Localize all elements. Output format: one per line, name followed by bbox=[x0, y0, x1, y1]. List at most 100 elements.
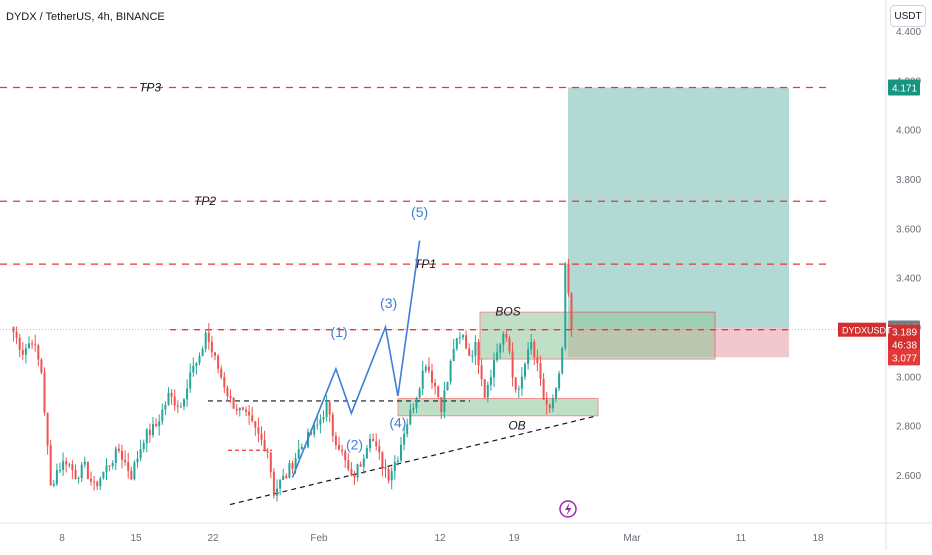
candle-body bbox=[24, 348, 27, 355]
candle-body bbox=[282, 475, 285, 481]
time-axis[interactable]: 8 15 22 Feb 12 19 Mar 11 18 bbox=[59, 533, 824, 544]
candle-body bbox=[34, 344, 37, 346]
candle-body bbox=[564, 263, 567, 349]
candle-body bbox=[257, 427, 260, 434]
candle-body bbox=[176, 405, 179, 407]
candle-body bbox=[102, 471, 105, 479]
candle-body bbox=[46, 412, 49, 446]
candle-body bbox=[80, 464, 83, 479]
candle-body bbox=[381, 452, 384, 467]
candle-body bbox=[37, 345, 40, 360]
currency-button[interactable]: USDT bbox=[890, 5, 926, 27]
candle-body bbox=[437, 386, 440, 398]
x-tick-label: 12 bbox=[434, 533, 446, 544]
candle-body bbox=[192, 365, 195, 373]
candle-body bbox=[431, 370, 433, 383]
candle-body bbox=[248, 411, 251, 416]
candle-body bbox=[130, 470, 133, 480]
candle-body bbox=[465, 335, 468, 349]
stop-price-badge-bg bbox=[888, 349, 920, 366]
target-label-tp1: TP1 bbox=[414, 257, 436, 271]
candle-body bbox=[136, 458, 139, 463]
candle-body bbox=[86, 461, 89, 479]
y-tick-label: 3.000 bbox=[896, 372, 921, 383]
candles-group bbox=[12, 258, 573, 502]
candle-body bbox=[400, 444, 402, 461]
candle-body bbox=[424, 366, 427, 371]
y-tick-label: 4.000 bbox=[896, 126, 921, 137]
candle-body bbox=[155, 423, 158, 426]
candle-body bbox=[310, 431, 313, 435]
elliott-wave-line bbox=[291, 240, 421, 478]
x-tick-label: Mar bbox=[623, 533, 641, 544]
symbol-tag-bg bbox=[838, 322, 886, 337]
wave-label-1: (1) bbox=[330, 324, 347, 340]
candle-body bbox=[198, 355, 201, 363]
candle-body bbox=[375, 441, 378, 447]
candle-body bbox=[245, 409, 247, 412]
candle-body bbox=[167, 392, 170, 405]
stop-price-badge: 3.077 bbox=[892, 353, 917, 364]
candle-body bbox=[319, 419, 322, 425]
y-tick-label: 2.800 bbox=[896, 422, 921, 433]
lightning-icon-bolt[interactable] bbox=[565, 502, 572, 516]
profit-target-area bbox=[568, 87, 789, 328]
candle-body bbox=[217, 355, 220, 369]
candle-body bbox=[201, 348, 204, 356]
candle-body bbox=[77, 478, 80, 480]
candle-body bbox=[561, 348, 564, 374]
candle-body bbox=[412, 407, 415, 410]
candle-body bbox=[269, 452, 272, 472]
candle-body bbox=[347, 460, 350, 470]
candle-body bbox=[300, 446, 303, 450]
candle-body bbox=[223, 377, 226, 388]
candle-body bbox=[489, 377, 492, 385]
candle-body bbox=[74, 470, 77, 479]
candle-body bbox=[62, 461, 65, 470]
candle-body bbox=[341, 449, 344, 452]
x-tick-label: 22 bbox=[207, 533, 219, 544]
candle-body bbox=[68, 464, 71, 466]
tp3-price-badge: 4.171 bbox=[892, 84, 917, 95]
wave-label-2: (2) bbox=[346, 436, 363, 452]
candle-body bbox=[493, 360, 495, 378]
candle-body bbox=[369, 438, 371, 449]
candle-body bbox=[285, 475, 288, 478]
candle-body bbox=[254, 421, 257, 428]
y-tick-label: 4.400 bbox=[896, 27, 921, 38]
candle-body bbox=[338, 445, 340, 450]
candle-body bbox=[452, 348, 455, 362]
candle-body bbox=[344, 451, 347, 461]
bos-label: BOS bbox=[495, 304, 520, 318]
candle-body bbox=[260, 433, 263, 440]
symbol-tag: DYDXUSDT bbox=[842, 326, 892, 336]
candle-body bbox=[170, 392, 173, 397]
candle-body bbox=[393, 461, 396, 472]
candle-body bbox=[96, 481, 99, 487]
x-tick-label: 8 bbox=[59, 533, 65, 544]
lightning-icon[interactable] bbox=[559, 500, 577, 518]
candle-body bbox=[458, 337, 461, 339]
candle-body bbox=[486, 384, 489, 398]
candle-body bbox=[279, 480, 282, 489]
candle-body bbox=[353, 475, 356, 478]
candle-body bbox=[313, 425, 316, 435]
candle-body bbox=[117, 448, 120, 451]
candle-body bbox=[567, 263, 570, 294]
candle-body bbox=[15, 332, 18, 338]
candle-countdown: 46:38 bbox=[892, 341, 917, 352]
candle-body bbox=[471, 355, 474, 357]
candle-body bbox=[558, 373, 561, 389]
candle-body bbox=[28, 343, 30, 349]
candle-body bbox=[477, 342, 480, 366]
candle-body bbox=[158, 421, 161, 426]
candle-body bbox=[251, 415, 254, 422]
candle-body bbox=[276, 488, 278, 496]
candle-body bbox=[514, 377, 517, 390]
candle-body bbox=[387, 468, 390, 481]
candle-body bbox=[440, 397, 443, 412]
candle-body bbox=[536, 357, 539, 364]
candle-body bbox=[99, 478, 102, 487]
